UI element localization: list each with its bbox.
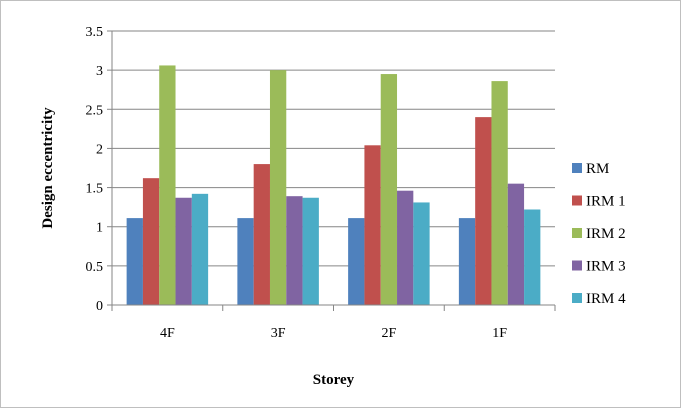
- y-tick-label: 2.5: [86, 103, 104, 118]
- legend-label-irm-3: IRM 3: [586, 259, 626, 275]
- y-tick-label: 1: [96, 221, 103, 236]
- y-tick-labels: 0 0.5 1 1.5 2 2.5 3 3.5: [86, 25, 104, 314]
- bar-rm-4f: [126, 218, 143, 305]
- legend-swatch-irm-2: [572, 228, 582, 238]
- bars: [126, 65, 541, 306]
- bar-irm-2-4f: [159, 65, 176, 306]
- legend-label-rm: RM: [586, 161, 609, 177]
- x-tick-label: 3F: [271, 326, 286, 341]
- legend: RM IRM 1 IRM 2 IRM 3 IRM 4: [572, 161, 626, 307]
- x-tick-label: 4F: [160, 326, 175, 341]
- bar-irm-1-2f: [364, 145, 381, 305]
- legend-swatch-rm: [572, 163, 582, 173]
- bar-irm-1-1f: [475, 117, 492, 305]
- x-tick-labels: 4F 3F 2F 1F: [160, 326, 507, 341]
- x-tick-label: 2F: [381, 326, 396, 341]
- y-tick-label: 3: [96, 64, 103, 79]
- bar-irm-3-1f: [507, 183, 525, 305]
- x-tick-label: 1F: [492, 326, 507, 341]
- legend-label-irm-4: IRM 4: [586, 291, 626, 307]
- y-axis-title: Design eccentricity: [40, 107, 56, 229]
- bar-irm-4-4f: [191, 193, 209, 305]
- bar-irm-2-2f: [380, 74, 398, 305]
- bar-rm-1f: [458, 218, 476, 305]
- legend-label-irm-1: IRM 1: [586, 194, 626, 210]
- legend-swatch-irm-1: [572, 195, 582, 206]
- bar-irm-4-2f: [413, 202, 430, 305]
- bar-irm-4-1f: [524, 209, 541, 305]
- bar-irm-3-2f: [397, 190, 414, 305]
- bar-irm-3-4f: [175, 197, 192, 305]
- y-tick-label: 1.5: [86, 182, 104, 197]
- y-tick-label: 3.5: [86, 25, 104, 40]
- bar-rm-2f: [348, 218, 365, 305]
- bar-irm-2-3f: [269, 70, 287, 306]
- y-tick-label: 0: [96, 299, 103, 314]
- bar-rm-3f: [237, 218, 254, 305]
- y-tick-label: 2: [96, 142, 103, 157]
- axes: [111, 31, 556, 311]
- legend-label-irm-2: IRM 2: [586, 226, 626, 242]
- legend-swatch-irm-4: [572, 293, 582, 303]
- bar-irm-2-1f: [491, 81, 508, 305]
- legend-swatch-irm-3: [572, 260, 582, 271]
- bar-irm-3-3f: [286, 196, 303, 305]
- bar-irm-4-3f: [302, 197, 319, 305]
- x-axis-title: Storey: [313, 372, 355, 388]
- bar-irm-1-3f: [253, 164, 270, 305]
- bar-irm-1-4f: [142, 178, 160, 305]
- y-tick-label: 0.5: [86, 260, 104, 275]
